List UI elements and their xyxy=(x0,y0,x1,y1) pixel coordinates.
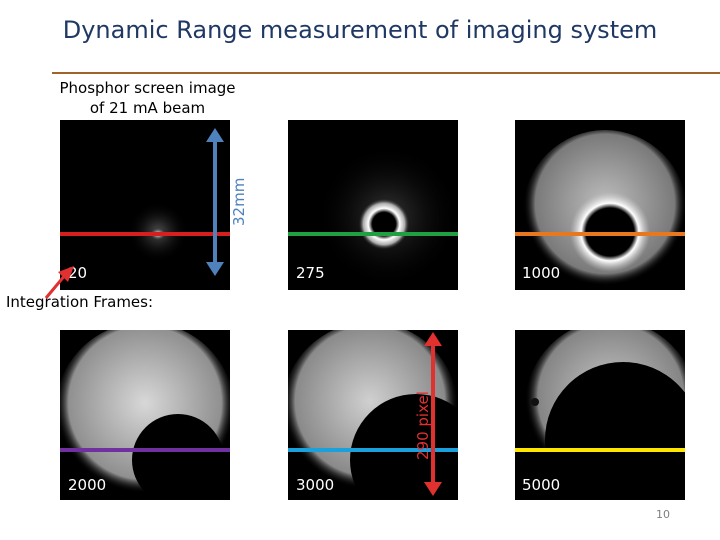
image-panel-frame-20 xyxy=(60,120,230,290)
frame-label-2000: 2000 xyxy=(68,476,107,494)
phosphor-image-2000 xyxy=(60,330,230,500)
pointer-arrow xyxy=(44,266,74,299)
image-panel-frame-2000 xyxy=(60,330,230,500)
caption-line-1: Phosphor screen image xyxy=(59,79,236,97)
dimension-arrow-290-pixel xyxy=(424,332,442,496)
beam-caption: Phosphor screen image of 21 mA beam xyxy=(40,78,255,118)
image-panel-frame-5000 xyxy=(515,330,685,500)
phosphor-image-275 xyxy=(316,144,458,288)
frame-label-275: 275 xyxy=(296,264,325,282)
profile-line-frame-5000 xyxy=(515,448,685,452)
dimension-label-32mm: 32mm xyxy=(230,177,248,226)
slide-title: Dynamic Range measurement of imaging sys… xyxy=(62,16,658,44)
integration-frames-label: Integration Frames: xyxy=(6,293,154,311)
profile-line-frame-20 xyxy=(60,232,230,236)
profile-line-frame-275 xyxy=(288,232,458,236)
caption-line-2: of 21 mA beam xyxy=(89,99,206,117)
profile-line-frame-3000 xyxy=(288,448,458,452)
page-number: 10 xyxy=(656,508,670,521)
title-divider xyxy=(52,72,720,74)
profile-line-frame-1000 xyxy=(515,232,685,236)
phosphor-image-5000 xyxy=(525,330,685,500)
frame-label-3000: 3000 xyxy=(296,476,335,494)
dimension-label-290-pixel: 290 pixel xyxy=(414,391,432,460)
frame-label-5000: 5000 xyxy=(522,476,561,494)
image-panel-frame-275 xyxy=(288,120,458,290)
dimension-arrow-32mm xyxy=(206,128,224,276)
frame-label-1000: 1000 xyxy=(522,264,561,282)
profile-line-frame-2000 xyxy=(60,448,230,452)
